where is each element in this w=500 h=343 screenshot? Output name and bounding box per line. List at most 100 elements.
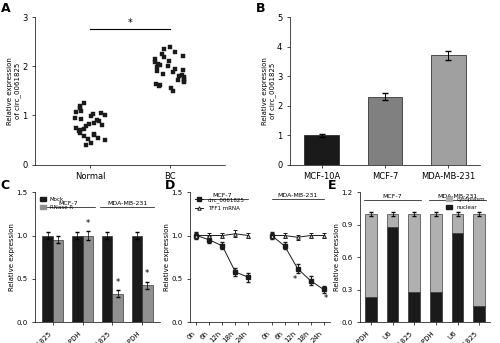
Point <box>87 114 95 119</box>
Point <box>178 54 186 59</box>
Y-axis label: Relative expression
of circ_0061825: Relative expression of circ_0061825 <box>7 57 20 125</box>
Point <box>155 83 163 89</box>
Legend: Mock, RNase R: Mock, RNase R <box>38 195 76 212</box>
Bar <box>430 214 442 292</box>
Point <box>180 76 188 81</box>
Bar <box>82 236 93 322</box>
Point <box>98 122 106 128</box>
Bar <box>304 135 339 165</box>
Point <box>160 46 168 52</box>
Point <box>75 129 83 134</box>
Point <box>160 55 168 60</box>
Text: MDA-MB-231: MDA-MB-231 <box>107 201 148 206</box>
Bar <box>112 294 123 322</box>
Text: A: A <box>1 2 11 15</box>
Point <box>170 49 178 54</box>
Point <box>94 135 102 140</box>
Point <box>156 82 164 88</box>
Point <box>90 132 98 138</box>
Point <box>71 115 79 121</box>
Point <box>102 113 110 118</box>
Point <box>90 120 98 126</box>
Bar <box>386 227 398 322</box>
Text: *: * <box>128 19 132 28</box>
Bar <box>132 236 142 322</box>
Point <box>72 109 80 114</box>
Point <box>152 64 160 70</box>
Text: E: E <box>328 179 336 192</box>
Point <box>179 68 187 73</box>
Point <box>160 71 168 76</box>
Point <box>80 126 88 131</box>
Bar <box>386 214 398 227</box>
Point <box>72 125 80 130</box>
Y-axis label: Relative expression: Relative expression <box>8 223 14 291</box>
Bar <box>142 285 152 322</box>
Bar <box>365 297 377 322</box>
Point <box>166 59 173 64</box>
Text: *: * <box>116 278 119 287</box>
Point <box>180 74 188 80</box>
Point <box>78 108 86 113</box>
Legend: circ_0061825, TFF1 mRNA: circ_0061825, TFF1 mRNA <box>193 195 247 213</box>
Point <box>172 66 179 72</box>
Point <box>93 118 101 123</box>
Point <box>176 73 184 79</box>
Text: B: B <box>256 2 266 15</box>
Point <box>76 128 84 133</box>
Point <box>180 78 188 84</box>
Point <box>153 69 161 74</box>
Point <box>76 105 84 111</box>
Bar <box>452 214 464 233</box>
Point <box>87 140 95 145</box>
Point <box>85 121 93 127</box>
Point <box>90 131 98 137</box>
Bar <box>431 56 466 165</box>
Text: MDA-MB-231: MDA-MB-231 <box>438 193 478 199</box>
Point <box>167 86 175 91</box>
Y-axis label: Relative expression: Relative expression <box>164 223 170 291</box>
Point <box>84 136 92 142</box>
Text: MCF-7: MCF-7 <box>382 193 402 199</box>
Point <box>174 77 182 83</box>
Point <box>169 88 177 94</box>
Text: MCF-7: MCF-7 <box>212 193 232 198</box>
Bar <box>408 214 420 292</box>
Y-axis label: Relative expression
of circ_0061825: Relative expression of circ_0061825 <box>262 57 276 125</box>
Text: MCF-7: MCF-7 <box>58 201 78 206</box>
Bar <box>102 236 113 322</box>
Text: *: * <box>86 219 90 228</box>
Point <box>151 60 159 65</box>
Bar <box>42 236 53 322</box>
Point <box>82 142 90 148</box>
Point <box>158 51 166 57</box>
Point <box>168 70 176 75</box>
Point <box>154 61 162 67</box>
Bar <box>72 236 83 322</box>
Bar <box>452 233 464 322</box>
Bar <box>368 97 402 165</box>
Y-axis label: Relative expression: Relative expression <box>334 223 340 291</box>
Point <box>100 137 108 143</box>
Text: *: * <box>293 275 297 284</box>
Point <box>164 63 172 69</box>
Point <box>80 100 88 106</box>
Bar <box>365 214 377 297</box>
Point <box>82 123 90 129</box>
Bar <box>473 214 485 306</box>
Point <box>90 112 98 117</box>
Point <box>178 72 186 78</box>
Point <box>80 133 88 139</box>
Bar <box>473 306 485 322</box>
Point <box>97 110 105 116</box>
Bar <box>430 292 442 322</box>
Point <box>76 130 84 135</box>
Point <box>77 116 85 122</box>
Point <box>180 79 188 85</box>
Text: MDA-MB-231: MDA-MB-231 <box>278 193 318 198</box>
Text: C: C <box>0 179 9 192</box>
Point <box>76 103 84 108</box>
Point <box>96 119 104 124</box>
Point <box>166 44 174 49</box>
Text: *: * <box>145 269 150 278</box>
